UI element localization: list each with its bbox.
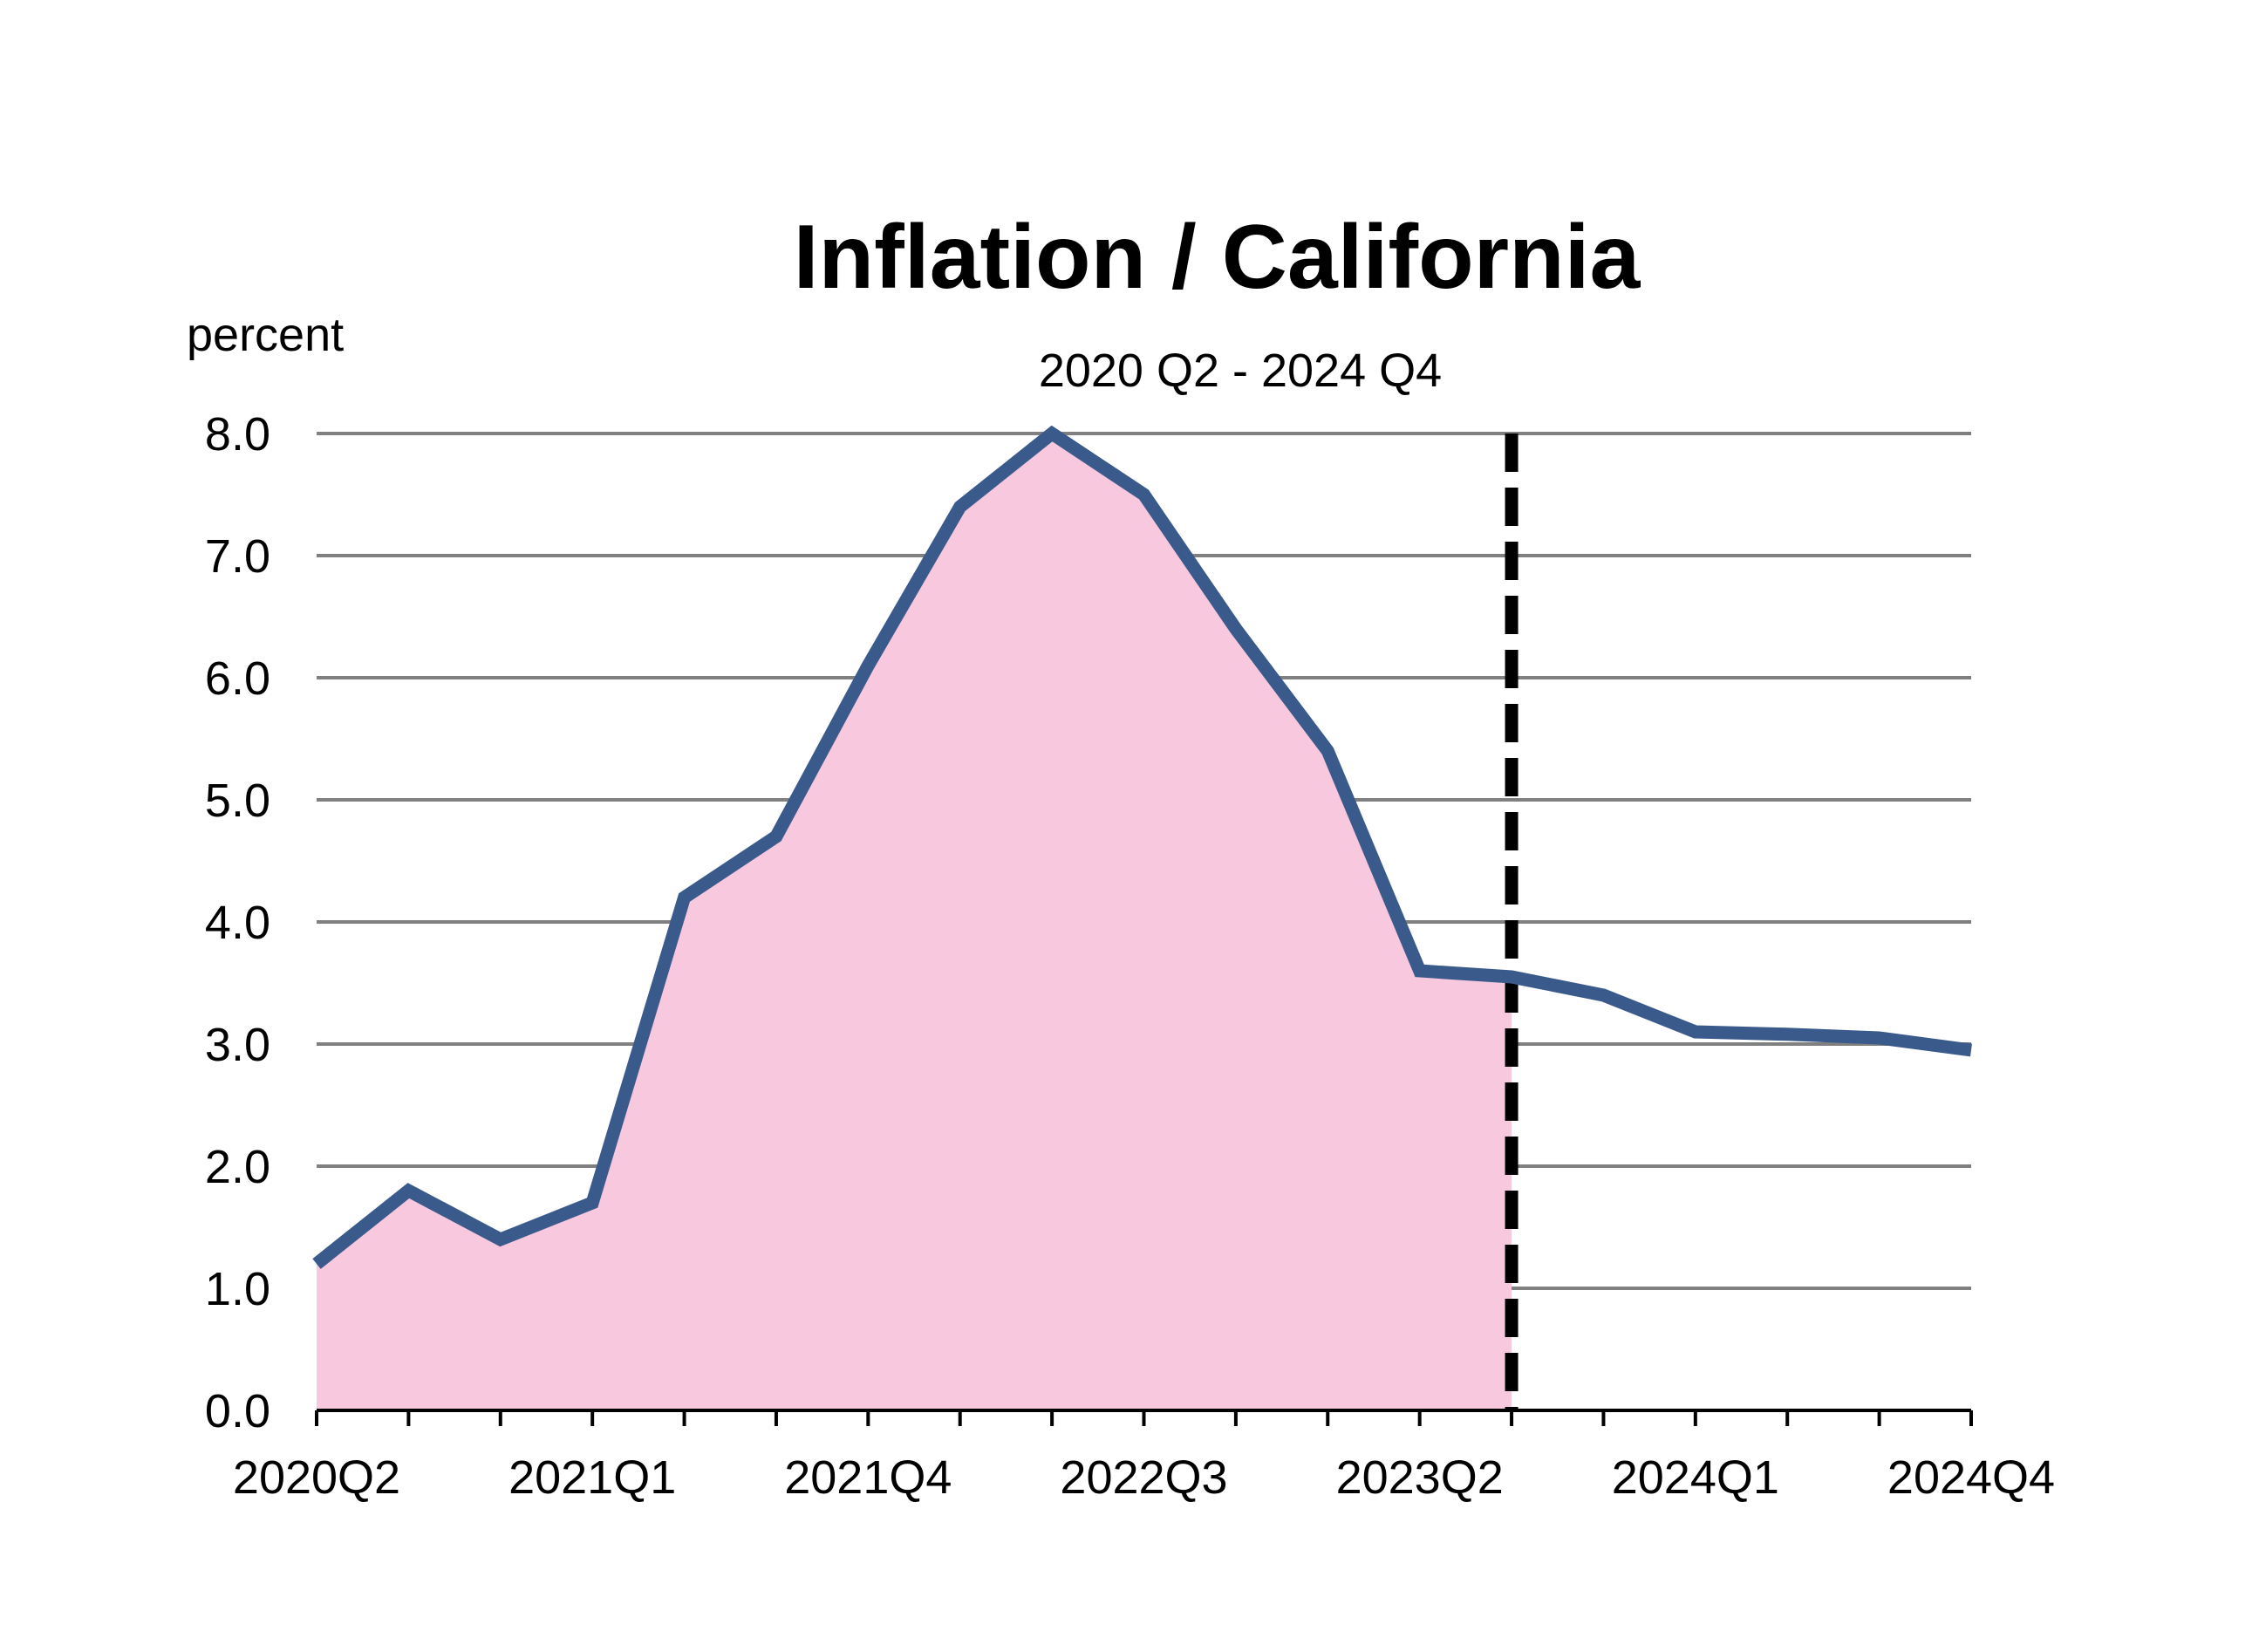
y-tick-labels: 0.0 1.0 2.0 3.0 4.0 5.0 6.0 7.0 8.0 — [205, 408, 270, 1437]
y-axis-label: percent — [187, 309, 344, 361]
y-tick-label-7.0: 7.0 — [205, 530, 270, 583]
x-tick-label-2022Q3: 2022Q3 — [1060, 1451, 1227, 1504]
y-tick-label-3.0: 3.0 — [205, 1019, 270, 1071]
x-tick-labels: 2020Q2 2021Q1 2021Q4 2022Q3 2023Q2 2024Q1 2024… — [233, 1451, 2055, 1504]
y-tick-label-6.0: 6.0 — [205, 652, 270, 705]
x-axis — [315, 1409, 1973, 1426]
y-tick-label-0.0: 0.0 — [205, 1385, 270, 1437]
y-tick-label-2.0: 2.0 — [205, 1141, 270, 1193]
series-line — [312, 425, 1972, 1269]
x-tick-label-2023Q2: 2023Q2 — [1336, 1451, 1504, 1504]
y-tick-label-4.0: 4.0 — [205, 897, 270, 949]
x-tick-label-2021Q4: 2021Q4 — [784, 1451, 952, 1504]
chart-title: Inflation / California — [794, 207, 1641, 308]
x-tick-label-2024Q1: 2024Q1 — [1612, 1451, 1779, 1504]
x-tick-label-2021Q1: 2021Q1 — [508, 1451, 676, 1504]
y-tick-label-5.0: 5.0 — [205, 775, 270, 827]
series-line-path — [312, 425, 1972, 1269]
shaded-area — [317, 433, 1512, 1410]
shaded-area-fill — [317, 433, 1512, 1410]
chart-subtitle: 2020 Q2 - 2024 Q4 — [1039, 345, 1442, 397]
y-tick-label-8.0: 8.0 — [205, 408, 270, 461]
x-tick-label-2020Q2: 2020Q2 — [233, 1451, 400, 1504]
y-tick-label-1.0: 1.0 — [205, 1263, 270, 1315]
x-tick-label-2024Q4: 2024Q4 — [1887, 1451, 2055, 1504]
